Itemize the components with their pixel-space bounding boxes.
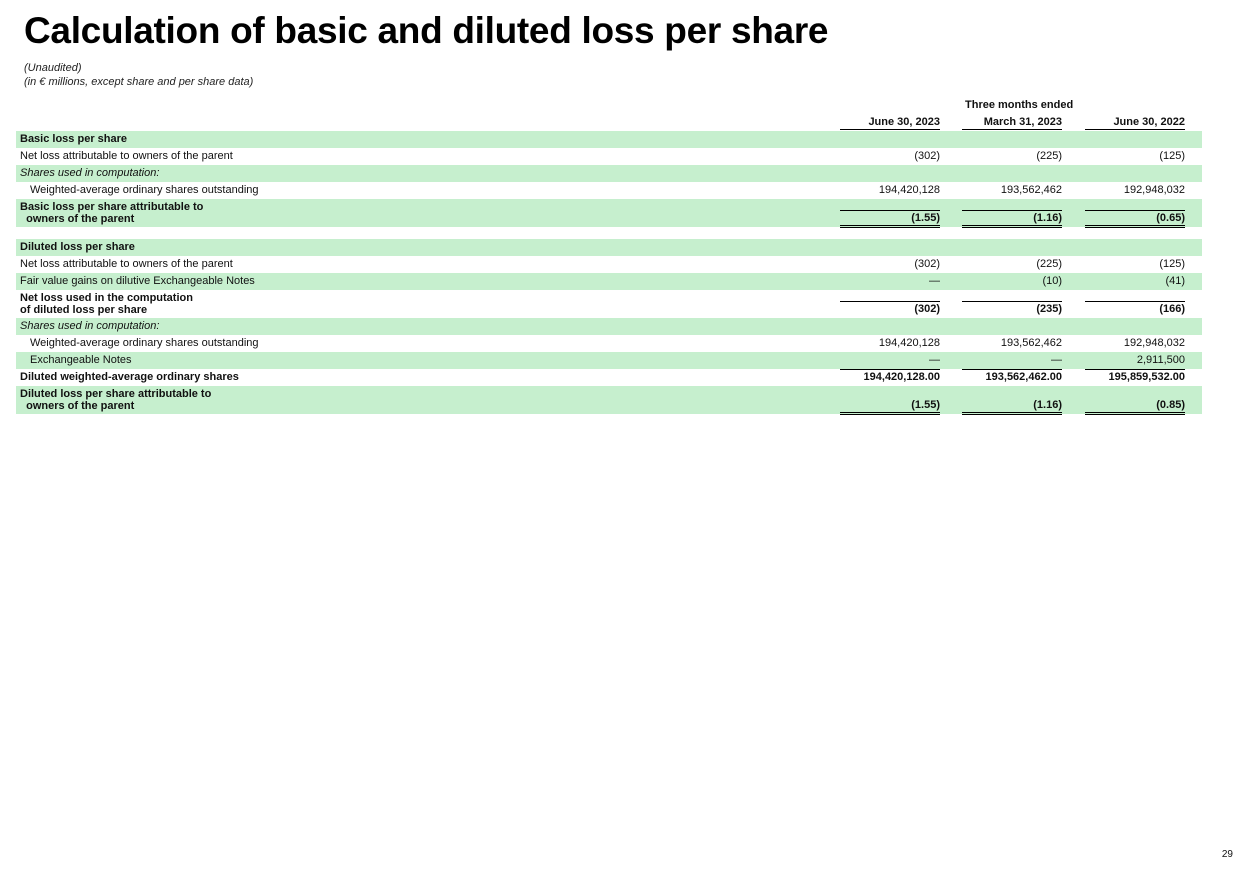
column-header-june-2022: June 30, 2022 — [1085, 116, 1185, 130]
row-value: (1.55) — [840, 399, 940, 415]
row-value: 2,911,500 — [1136, 354, 1185, 366]
row-value: (1.55) — [840, 210, 940, 228]
column-header-march-2023: March 31, 2023 — [962, 116, 1062, 130]
row-value: — — [929, 354, 940, 366]
loss-per-share-table: Basic loss per share Net loss attributabl… — [16, 131, 1202, 415]
row-value: 193,562,462.00 — [962, 369, 1062, 383]
row-label: Basic loss per share attributable to own… — [20, 201, 204, 225]
row-value: (1.16) — [962, 399, 1062, 415]
row-value: (10) — [1042, 275, 1062, 287]
row-value: (125) — [1159, 150, 1185, 162]
table-row: Basic loss per share — [16, 131, 1202, 148]
table-row: Diluted loss per share — [16, 239, 1202, 256]
row-value: 192,948,032 — [1123, 184, 1185, 196]
row-label: Net loss used in the computation of dilu… — [20, 292, 193, 316]
row-value: (302) — [914, 258, 940, 270]
row-label: Basic loss per share — [20, 133, 128, 145]
row-value: — — [929, 275, 940, 287]
row-value: 195,859,532.00 — [1085, 369, 1185, 383]
row-label: Weighted-average ordinary shares outstan… — [30, 184, 259, 196]
row-value: 194,420,128 — [878, 337, 940, 349]
row-value: (302) — [914, 150, 940, 162]
table-row: Net loss used in the computation of dilu… — [16, 290, 1202, 318]
row-value: (0.65) — [1085, 210, 1185, 228]
table-row — [16, 227, 1202, 239]
row-label: Shares used in computation: — [20, 320, 160, 332]
page-title: Calculation of basic and diluted loss pe… — [24, 10, 829, 51]
units-note: (in € millions, except share and per sha… — [24, 76, 254, 88]
row-value: — — [1051, 354, 1062, 366]
column-header-june-2023: June 30, 2023 — [840, 116, 940, 130]
row-value: (125) — [1159, 258, 1185, 270]
table-row: Basic loss per share attributable to own… — [16, 199, 1202, 228]
table-row: Weighted-average ordinary shares outstan… — [16, 335, 1202, 352]
row-label: Diluted loss per share — [20, 241, 135, 253]
page-number: 29 — [1221, 849, 1233, 860]
row-label: Diluted weighted-average ordinary shares — [20, 371, 239, 383]
row-label: Fair value gains on dilutive Exchangeabl… — [20, 275, 255, 287]
row-label: Exchangeable Notes — [30, 354, 132, 366]
row-value: (0.85) — [1085, 399, 1185, 415]
table-row: Exchangeable Notes — — 2,911,500 — [16, 352, 1202, 369]
table-row: Weighted-average ordinary shares outstan… — [16, 182, 1202, 199]
row-label: Net loss attributable to owners of the p… — [20, 258, 233, 270]
row-value: (302) — [840, 301, 940, 315]
row-value: 193,562,462 — [1000, 184, 1062, 196]
row-label: Diluted loss per share attributable to o… — [20, 388, 212, 412]
table-row: Shares used in computation: — [16, 165, 1202, 182]
row-value: (225) — [1036, 258, 1062, 270]
table-row: Diluted weighted-average ordinary shares… — [16, 369, 1202, 386]
table-row: Net loss attributable to owners of the p… — [16, 148, 1202, 165]
row-value: (166) — [1085, 301, 1185, 315]
row-label: Shares used in computation: — [20, 167, 160, 179]
period-header: Three months ended — [965, 99, 1074, 111]
row-value: 194,420,128 — [878, 184, 940, 196]
row-value: (235) — [962, 301, 1062, 315]
row-label: Net loss attributable to owners of the p… — [20, 150, 233, 162]
row-label: Weighted-average ordinary shares outstan… — [30, 337, 259, 349]
table-row: Diluted loss per share attributable to o… — [16, 386, 1202, 415]
row-value: (1.16) — [962, 210, 1062, 228]
table-row: Fair value gains on dilutive Exchangeabl… — [16, 273, 1202, 290]
table-row: Net loss attributable to owners of the p… — [16, 256, 1202, 273]
table-row: Shares used in computation: — [16, 318, 1202, 335]
unaudited-note: (Unaudited) — [24, 62, 82, 74]
row-value: 193,562,462 — [1000, 337, 1062, 349]
row-value: (225) — [1036, 150, 1062, 162]
row-value: 194,420,128.00 — [840, 369, 940, 383]
row-value: (41) — [1165, 275, 1185, 287]
row-value: 192,948,032 — [1123, 337, 1185, 349]
